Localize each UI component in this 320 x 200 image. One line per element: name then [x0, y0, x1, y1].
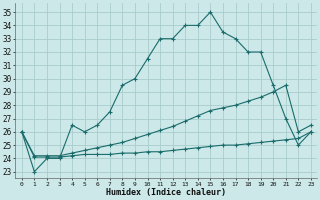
X-axis label: Humidex (Indice chaleur): Humidex (Indice chaleur)	[106, 188, 226, 197]
